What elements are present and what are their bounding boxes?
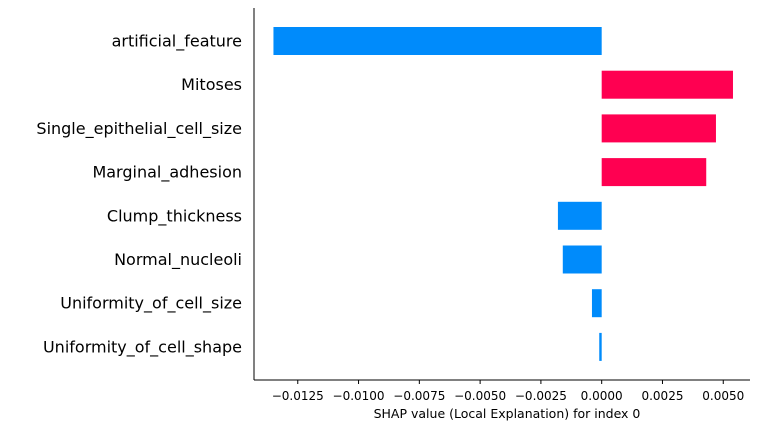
y-label-mitoses: Mitoses <box>181 75 242 94</box>
x-axis-label: SHAP value (Local Explanation) for index… <box>374 406 641 421</box>
x-tick-label: −0.0050 <box>454 389 506 403</box>
y-labels-group: artificial_feature Mitoses Single_epitheli… <box>36 32 242 358</box>
y-label-normal-nucleoli: Normal_nucleoli <box>114 250 242 270</box>
y-label-uniformity-of-cell-shape: Uniformity_of_cell_shape <box>43 337 242 357</box>
bar-clump-thickness <box>557 201 602 230</box>
bar-artificial-feature <box>273 27 602 55</box>
y-label-artificial-feature: artificial_feature <box>112 32 242 52</box>
bar-single-epithelial-cell-size <box>601 114 716 143</box>
bars-group <box>273 27 733 361</box>
x-tick-label: 0.0025 <box>641 389 683 403</box>
bar-uniformity-of-cell-shape <box>599 332 602 361</box>
bar-uniformity-of-cell-size <box>591 289 602 318</box>
y-label-clump-thickness: Clump_thickness <box>107 206 242 226</box>
bar-marginal-adhesion <box>601 158 707 187</box>
x-tick-label: 0.0000 <box>581 389 623 403</box>
y-label-single-epithelial-cell-size: Single_epithelial_cell_size <box>36 119 242 139</box>
bar-mitoses <box>601 70 733 99</box>
x-axis: −0.0125 −0.0100 −0.0075 −0.0050 −0.0025 0.000… <box>254 379 750 403</box>
y-label-uniformity-of-cell-size: Uniformity_of_cell_size <box>60 294 242 314</box>
y-label-marginal-adhesion: Marginal_adhesion <box>92 163 242 183</box>
x-tick-label: −0.0075 <box>393 389 445 403</box>
x-tick-label: −0.0125 <box>272 389 324 403</box>
x-tick-label: −0.0025 <box>515 389 567 403</box>
bar-normal-nucleoli <box>562 245 602 274</box>
x-tick-label: −0.0100 <box>333 389 385 403</box>
x-tick-label: 0.0050 <box>702 389 744 403</box>
